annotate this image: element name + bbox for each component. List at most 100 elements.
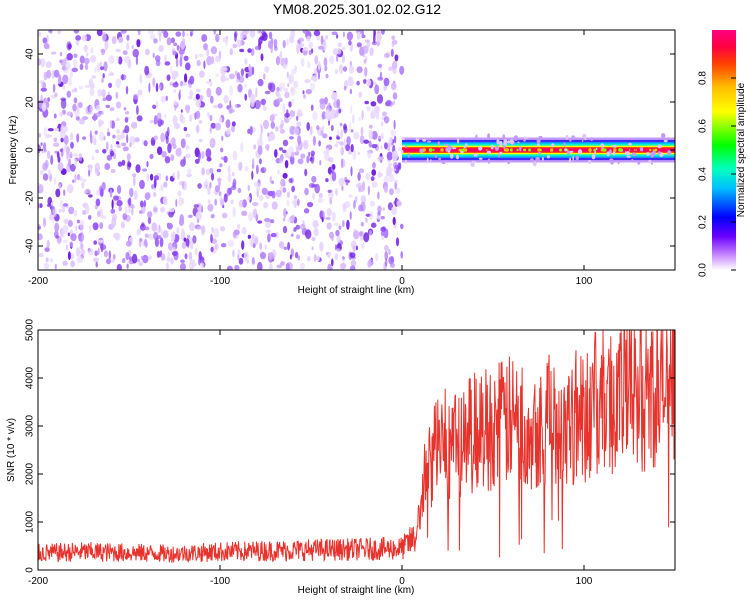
spectrogram-noise-cell [342, 256, 345, 264]
spectrogram-noise-cell [160, 253, 166, 261]
spectrogram-noise-cell [384, 244, 389, 252]
spectrogram-noise-cell [366, 39, 371, 48]
spectrogram-signal-speckle [499, 140, 503, 147]
spectrogram-signal-peak [528, 148, 532, 152]
snr-line [38, 330, 675, 563]
spectrogram-noise-cell [240, 68, 245, 77]
spectrogram-noise-cell [331, 211, 336, 222]
spectrogram-noise-cell [324, 109, 331, 120]
spectrogram-noise-cell [126, 134, 129, 144]
spectrogram-signal-speckle [566, 150, 571, 155]
spectrogram-noise-cell [360, 126, 364, 136]
spectrogram-noise-cell [61, 231, 65, 238]
spectrogram-noise-cell [116, 200, 123, 207]
spectrogram-noise-cell [311, 236, 316, 241]
spectrogram-signal-speckle [541, 157, 544, 161]
spectrogram-noise-cell [147, 255, 153, 260]
spectrogram-noise-cell [198, 251, 202, 260]
spectrogram-noise-cell [390, 256, 394, 263]
spectrogram-noise-cell [122, 146, 129, 152]
spectrogram-signal-speckle [401, 137, 406, 140]
spectrogram-noise-cell [376, 32, 382, 42]
spectrogram-noise-cell [116, 134, 122, 141]
spectrogram-noise-cell [195, 100, 202, 108]
spectrogram-noise-cell [284, 112, 290, 118]
spectrogram-noise-cell [219, 117, 223, 123]
spectrogram-noise-cell [149, 119, 154, 124]
spectrogram-noise-cell [188, 82, 192, 89]
spectrogram-noise-cell [61, 224, 69, 234]
top-y-axis-label: Frequency (Hz) [8, 116, 19, 185]
spectrogram-noise-cell [195, 125, 199, 133]
spectrogram-noise-cell [227, 173, 232, 183]
spectrogram-signal-peak [509, 148, 513, 152]
spectrogram-noise-cell [66, 53, 73, 61]
spectrogram-noise-cell [389, 263, 395, 268]
spectrogram-signal-speckle [571, 135, 575, 139]
spectrogram-signal-speckle [612, 150, 616, 156]
spectrogram-noise-cell [223, 155, 228, 163]
spectrogram-noise-cell [77, 102, 83, 109]
spectrogram-noise-cell [126, 263, 129, 269]
spectrogram-noise-cell [228, 187, 233, 195]
spectrogram-noise-cell [167, 143, 172, 154]
spectrogram-noise-cell [373, 33, 376, 44]
spectrogram-noise-cell [293, 195, 298, 200]
top-x-tick-label: -200 [28, 276, 48, 287]
spectrogram-noise-cell [306, 155, 310, 164]
spectrogram-noise-cell [148, 82, 151, 93]
spectrogram-noise-cell [388, 248, 391, 256]
spectrogram-noise-cell [84, 84, 90, 89]
spectrogram-noise-cell [380, 145, 383, 150]
spectrogram-noise-cell [219, 226, 226, 232]
spectrogram-noise-cell [269, 114, 275, 122]
spectrogram-noise-cell [116, 263, 122, 270]
spectrogram-signal-peak [516, 148, 519, 152]
spectrogram-noise-cell [196, 60, 201, 67]
spectrogram-noise-cell [303, 139, 309, 150]
spectrogram-noise-cell [137, 89, 143, 96]
spectrogram-noise-cell [346, 219, 350, 230]
spectrogram-noise-cell [392, 216, 396, 226]
spectrogram-signal-peak [593, 148, 596, 152]
spectrogram-noise-cell [181, 241, 187, 249]
spectrogram-noise-cell [160, 206, 165, 213]
spectrogram-noise-cell [282, 40, 286, 49]
spectrogram-noise-cell [312, 192, 315, 200]
spectrogram-noise-cell [72, 179, 75, 183]
spectrogram-noise-cell [350, 104, 353, 114]
spectrogram-noise-cell [329, 233, 334, 240]
spectrogram-noise-cell [372, 162, 376, 169]
spectrogram-noise-cell [172, 230, 176, 241]
spectrogram-noise-cell [393, 179, 399, 183]
spectrogram-noise-cell [183, 237, 187, 242]
spectrogram-noise-cell [393, 119, 396, 130]
spectrogram-noise-cell [319, 210, 325, 220]
spectrogram-noise-cell [375, 111, 380, 120]
spectrogram-noise-cell [128, 208, 131, 213]
spectrogram-noise-cell [75, 225, 78, 232]
spectrogram-noise-cell [117, 161, 123, 167]
spectrogram-noise-cell [326, 208, 332, 217]
spectrogram-noise-cell [276, 97, 283, 103]
spectrogram-noise-cell [234, 32, 237, 42]
spectrogram-noise-cell [93, 257, 99, 263]
spectrogram-noise-cell [363, 232, 370, 243]
spectrogram-noise-cell [166, 74, 171, 81]
spectrogram-noise-cell [54, 92, 58, 98]
spectrogram-noise-cell [282, 217, 286, 222]
spectrogram-noise-cell [274, 149, 278, 158]
spectrogram-noise-cell [65, 61, 71, 71]
spectrogram-noise-cell [152, 77, 156, 87]
spectrogram-noise-cell [336, 34, 339, 39]
spectrogram-noise-cell [312, 111, 318, 121]
spectrogram-signal-peak [422, 148, 426, 152]
spectrogram-signal-peak [566, 149, 569, 151]
spectrogram-noise-cell [138, 210, 143, 214]
spectrogram-signal-speckle [405, 145, 408, 148]
spectrogram-signal-speckle [551, 143, 555, 148]
spectrogram-noise-cell [111, 199, 114, 210]
spectrogram-noise-cell [282, 225, 288, 234]
spectrogram-noise-cell [241, 226, 247, 235]
